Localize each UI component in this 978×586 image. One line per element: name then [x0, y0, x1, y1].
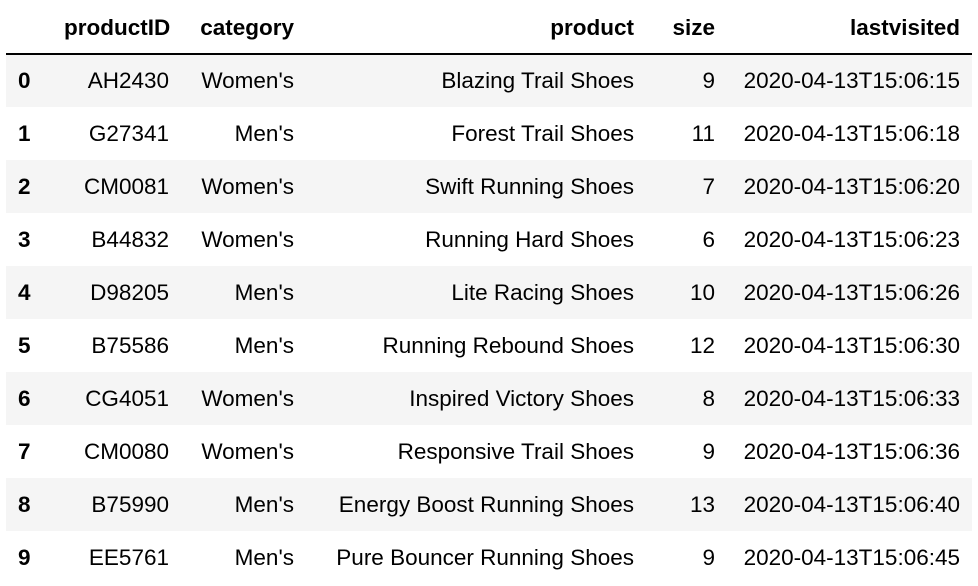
row-index: 9 [18, 544, 31, 570]
row-index: 4 [18, 279, 31, 305]
row-index: 3 [18, 226, 31, 252]
cell-size: 9 [702, 68, 715, 93]
cell-product: Pure Bouncer Running Shoes [336, 544, 634, 570]
cell-size: 6 [702, 226, 715, 252]
table-header: productID category product size lastvisi… [6, 3, 972, 55]
cell-productid: CM0080 [83, 438, 169, 464]
cell-product: Energy Boost Running Shoes [338, 491, 634, 517]
cell-productid: AH2430 [87, 68, 169, 93]
cell-category: Men's [234, 491, 294, 517]
cell-lastvisited: 2020-04-13T15:06:18 [743, 120, 960, 146]
cell-lastvisited: 2020-04-13T15:06:26 [743, 279, 960, 305]
header-product: product [306, 3, 646, 55]
row-index: 0 [18, 68, 31, 93]
cell-category: Men's [234, 544, 294, 570]
cell-productid: D98205 [90, 279, 169, 305]
table-row: 7 CM0080 Women's Responsive Trail Shoes … [6, 425, 972, 478]
cell-size: 13 [689, 491, 715, 517]
table-row: 6 CG4051 Women's Inspired Victory Shoes … [6, 372, 972, 425]
cell-lastvisited: 2020-04-13T15:06:23 [743, 226, 960, 252]
cell-size: 8 [702, 385, 715, 411]
table-body: 0 AH2430 Women's Blazing Trail Shoes 9 2… [6, 54, 972, 584]
cell-product: Running Rebound Shoes [382, 332, 634, 358]
cell-lastvisited: 2020-04-13T15:06:40 [743, 491, 960, 517]
dataframe-table: productID category product size lastvisi… [6, 3, 972, 584]
cell-productid: CG4051 [85, 385, 169, 411]
table-row: 2 CM0081 Women's Swift Running Shoes 7 2… [6, 160, 972, 213]
cell-product: Responsive Trail Shoes [397, 438, 634, 464]
row-index: 5 [18, 332, 31, 358]
cell-lastvisited: 2020-04-13T15:06:30 [743, 332, 960, 358]
cell-category: Women's [201, 438, 294, 464]
cell-productid: G27341 [88, 120, 169, 146]
cell-category: Women's [201, 68, 294, 93]
cell-productid: EE5761 [88, 544, 169, 570]
cell-category: Men's [234, 279, 294, 305]
cell-size: 9 [702, 438, 715, 464]
cell-product: Swift Running Shoes [425, 173, 634, 199]
cell-product: Blazing Trail Shoes [441, 68, 634, 93]
cell-product: Forest Trail Shoes [451, 120, 634, 146]
cell-size: 12 [689, 332, 715, 358]
cell-category: Men's [234, 332, 294, 358]
cell-productid: CM0081 [83, 173, 169, 199]
cell-product: Lite Racing Shoes [451, 279, 634, 305]
row-index: 7 [18, 438, 31, 464]
row-index: 8 [18, 491, 31, 517]
header-index [6, 3, 52, 55]
header-productid: productID [52, 3, 181, 55]
table-row: 1 G27341 Men's Forest Trail Shoes 11 202… [6, 107, 972, 160]
table-row: 3 B44832 Women's Running Hard Shoes 6 20… [6, 213, 972, 266]
header-category: category [181, 3, 306, 55]
table-row: 8 B75990 Men's Energy Boost Running Shoe… [6, 478, 972, 531]
cell-productid: B75586 [91, 332, 169, 358]
cell-category: Women's [201, 173, 294, 199]
header-row: productID category product size lastvisi… [6, 3, 972, 55]
row-index: 6 [18, 385, 31, 411]
cell-lastvisited: 2020-04-13T15:06:45 [743, 544, 960, 570]
table-row: 5 B75586 Men's Running Rebound Shoes 12 … [6, 319, 972, 372]
table-row: 0 AH2430 Women's Blazing Trail Shoes 9 2… [6, 54, 972, 107]
cell-category: Women's [201, 226, 294, 252]
cell-size: 10 [689, 279, 715, 305]
table-row: 9 EE5761 Men's Pure Bouncer Running Shoe… [6, 531, 972, 584]
cell-lastvisited: 2020-04-13T15:06:33 [743, 385, 960, 411]
cell-size: 9 [702, 544, 715, 570]
row-index: 2 [18, 173, 31, 199]
cell-category: Men's [234, 120, 294, 146]
cell-size: 11 [691, 120, 715, 146]
cell-product: Running Hard Shoes [425, 226, 634, 252]
row-index: 1 [18, 120, 31, 146]
header-size: size [646, 3, 727, 55]
table-row: 4 D98205 Men's Lite Racing Shoes 10 2020… [6, 266, 972, 319]
cell-category: Women's [201, 385, 294, 411]
cell-productid: B75990 [91, 491, 169, 517]
cell-lastvisited: 2020-04-13T15:06:15 [743, 68, 960, 93]
cell-lastvisited: 2020-04-13T15:06:20 [743, 173, 960, 199]
cell-size: 7 [702, 173, 715, 199]
cell-lastvisited: 2020-04-13T15:06:36 [743, 438, 960, 464]
cell-product: Inspired Victory Shoes [409, 385, 634, 411]
header-lastvisited: lastvisited [727, 3, 972, 55]
cell-productid: B44832 [91, 226, 169, 252]
